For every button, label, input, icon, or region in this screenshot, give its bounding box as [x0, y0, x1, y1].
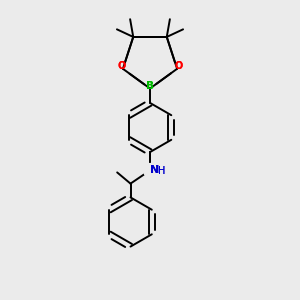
Text: B: B — [146, 81, 154, 91]
Text: O: O — [174, 61, 182, 71]
Text: N: N — [150, 165, 159, 176]
Text: B: B — [146, 81, 154, 91]
Text: N: N — [150, 165, 159, 176]
Text: H: H — [158, 166, 166, 176]
Text: H: H — [158, 166, 166, 176]
Text: O: O — [174, 61, 182, 71]
Text: O: O — [118, 61, 126, 71]
Text: O: O — [118, 61, 126, 71]
